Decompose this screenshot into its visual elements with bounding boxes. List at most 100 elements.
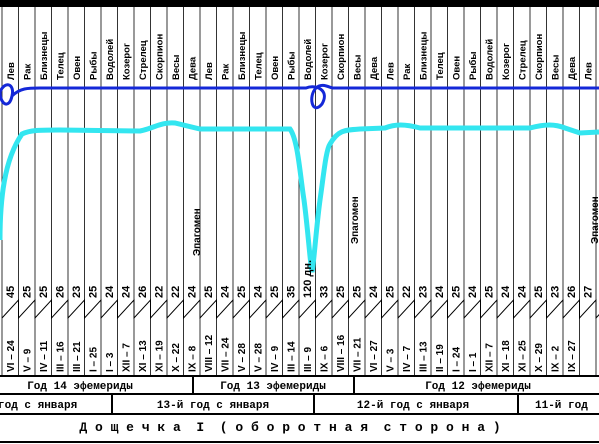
zodiac-sign-label: Весы xyxy=(353,55,364,80)
date-label: V – 28 xyxy=(254,343,265,372)
date-label: XII – 7 xyxy=(122,343,133,372)
day-count-label: 27 xyxy=(583,286,595,298)
day-count-label: 22 xyxy=(154,286,166,298)
day-count-label: 24 xyxy=(187,285,199,298)
zigzag-separator xyxy=(1,298,599,320)
epagomen-label-middle: Эпагомен xyxy=(350,196,361,244)
date-label: VII – 21 xyxy=(353,337,364,372)
calendar-year-11: 11-й год xyxy=(535,400,588,412)
day-count-label: 26 xyxy=(55,286,67,298)
date-label: XI – 18 xyxy=(501,340,512,372)
zodiac-sign-label: Близнецы xyxy=(419,32,430,80)
day-count-labels: 45 25 25 26 23 25 24 24 26 22 22 24 25 24 25 24 25 35 120 … xyxy=(5,260,595,298)
zodiac-sign-label: Телец xyxy=(56,52,67,80)
date-label: I – 1 xyxy=(468,352,479,372)
zodiac-sign-label: Рыбы xyxy=(468,52,479,80)
zodiac-sign-label: Весы xyxy=(551,55,562,80)
zodiac-sign-label: Лев xyxy=(204,62,215,80)
zodiac-sign-label: Овен xyxy=(452,56,463,80)
day-count-label: 25 xyxy=(484,286,496,298)
date-label: VI – 27 xyxy=(369,340,380,372)
day-count-label: 33 xyxy=(319,286,331,298)
day-count-label: 25 xyxy=(533,286,545,298)
zodiac-sign-label: Лев xyxy=(584,62,595,80)
date-label: III – 21 xyxy=(72,341,83,372)
upper-curve xyxy=(0,83,599,110)
zodiac-sign-label: Скорпион xyxy=(155,34,166,80)
day-count-label: 23 xyxy=(418,286,430,298)
day-count-label: 25 xyxy=(451,286,463,298)
date-labels: VI – 24 V – 9 IV – 11 III – 16 III – 21 I – 2… xyxy=(6,334,578,372)
zodiac-sign-label: Козерог xyxy=(501,43,512,80)
date-label: VII – 24 xyxy=(221,337,232,372)
date-label: XII – 7 xyxy=(485,343,496,372)
day-count-label: 24 xyxy=(500,285,512,298)
day-count-label: 23 xyxy=(71,286,83,298)
ephemeris-year-13: Год 13 эфемериды xyxy=(220,380,326,393)
day-count-label: 25 xyxy=(236,286,248,298)
date-label: X – 29 xyxy=(534,343,545,372)
zodiac-sign-label: Телец xyxy=(435,52,446,80)
day-count-label: 24 xyxy=(104,285,116,298)
epagomen-label-right: Эпагомен xyxy=(590,196,599,244)
zodiac-sign-label: Скорпион xyxy=(534,34,545,80)
date-label: I – 24 xyxy=(452,347,463,372)
date-label: III – 9 xyxy=(303,347,314,372)
tablet-title: Д о щ е ч к а I ( о б о р о т н а я с т … xyxy=(79,420,500,435)
day-count-label: 25 xyxy=(352,286,364,298)
ephemeris-year-14: Год 14 эфемериды xyxy=(27,380,133,393)
day-count-label: 24 xyxy=(220,285,232,298)
zodiac-sign-label: Рак xyxy=(23,64,34,80)
date-label: IX – 6 xyxy=(320,345,331,372)
day-count-label: 24 xyxy=(517,285,529,298)
ephemeris-year-12: Год 12 эфемериды xyxy=(425,380,531,393)
zodiac-sign-label: Козерог xyxy=(122,43,133,80)
zodiac-sign-label: Рак xyxy=(221,64,232,80)
zodiac-sign-label: Водолей xyxy=(485,39,496,80)
date-label: I – 3 xyxy=(105,352,116,372)
date-label: XI – 25 xyxy=(518,340,529,372)
day-count-label: 25 xyxy=(269,286,281,298)
date-label: X – 22 xyxy=(171,343,182,372)
date-label: IX – 27 xyxy=(567,340,578,372)
date-label: III – 16 xyxy=(56,341,67,372)
date-label: IV – 11 xyxy=(39,340,50,372)
date-label: III – 14 xyxy=(287,341,298,372)
day-count-label: 25 xyxy=(385,286,397,298)
day-count-label: 22 xyxy=(170,286,182,298)
epagomen-label-left: Эпагомен xyxy=(192,208,203,256)
calendar-year-13: 13-й год с января xyxy=(157,400,269,412)
day-count-label: 26 xyxy=(137,286,149,298)
zodiac-sign-label: Лев xyxy=(6,62,17,80)
zodiac-sign-label: Весы xyxy=(171,55,182,80)
calendar-year-12: 12-й год с января xyxy=(357,400,469,412)
zodiac-sign-label: Козерог xyxy=(320,43,331,80)
day-count-label: 120 дн. xyxy=(302,260,314,298)
date-label: II – 19 xyxy=(435,344,446,372)
day-count-label: 22 xyxy=(401,286,413,298)
date-label: IX – 2 xyxy=(551,345,562,372)
zodiac-sign-label: Телец xyxy=(254,52,265,80)
date-label: XI – 19 xyxy=(155,340,166,372)
date-label: VIII – 16 xyxy=(336,334,347,372)
zodiac-sign-label: Скорпион xyxy=(336,34,347,80)
zodiac-sign-label: Лев xyxy=(386,62,397,80)
day-count-label: 24 xyxy=(434,285,446,298)
zodiac-sign-label: Рак xyxy=(402,64,413,80)
zodiac-sign-label: Стрелец xyxy=(518,40,529,80)
date-label: IV – 7 xyxy=(402,345,413,372)
date-label: IV – 9 xyxy=(270,345,281,372)
zodiac-sign-label: Дева xyxy=(188,56,199,80)
zodiac-sign-label: Рыбы xyxy=(89,52,100,80)
zodiac-sign-label: Дева xyxy=(567,56,578,80)
day-count-label: 25 xyxy=(38,286,50,298)
zodiac-sign-label: Рыбы xyxy=(287,52,298,80)
top-border xyxy=(0,0,599,7)
day-count-label: 23 xyxy=(550,286,562,298)
day-count-label: 26 xyxy=(566,286,578,298)
day-count-label: 24 xyxy=(467,285,479,298)
zodiac-sign-label: Стрелец xyxy=(138,40,149,80)
zodiac-sign-label: Дева xyxy=(369,56,380,80)
calendar-year-14: год с января xyxy=(0,400,77,412)
